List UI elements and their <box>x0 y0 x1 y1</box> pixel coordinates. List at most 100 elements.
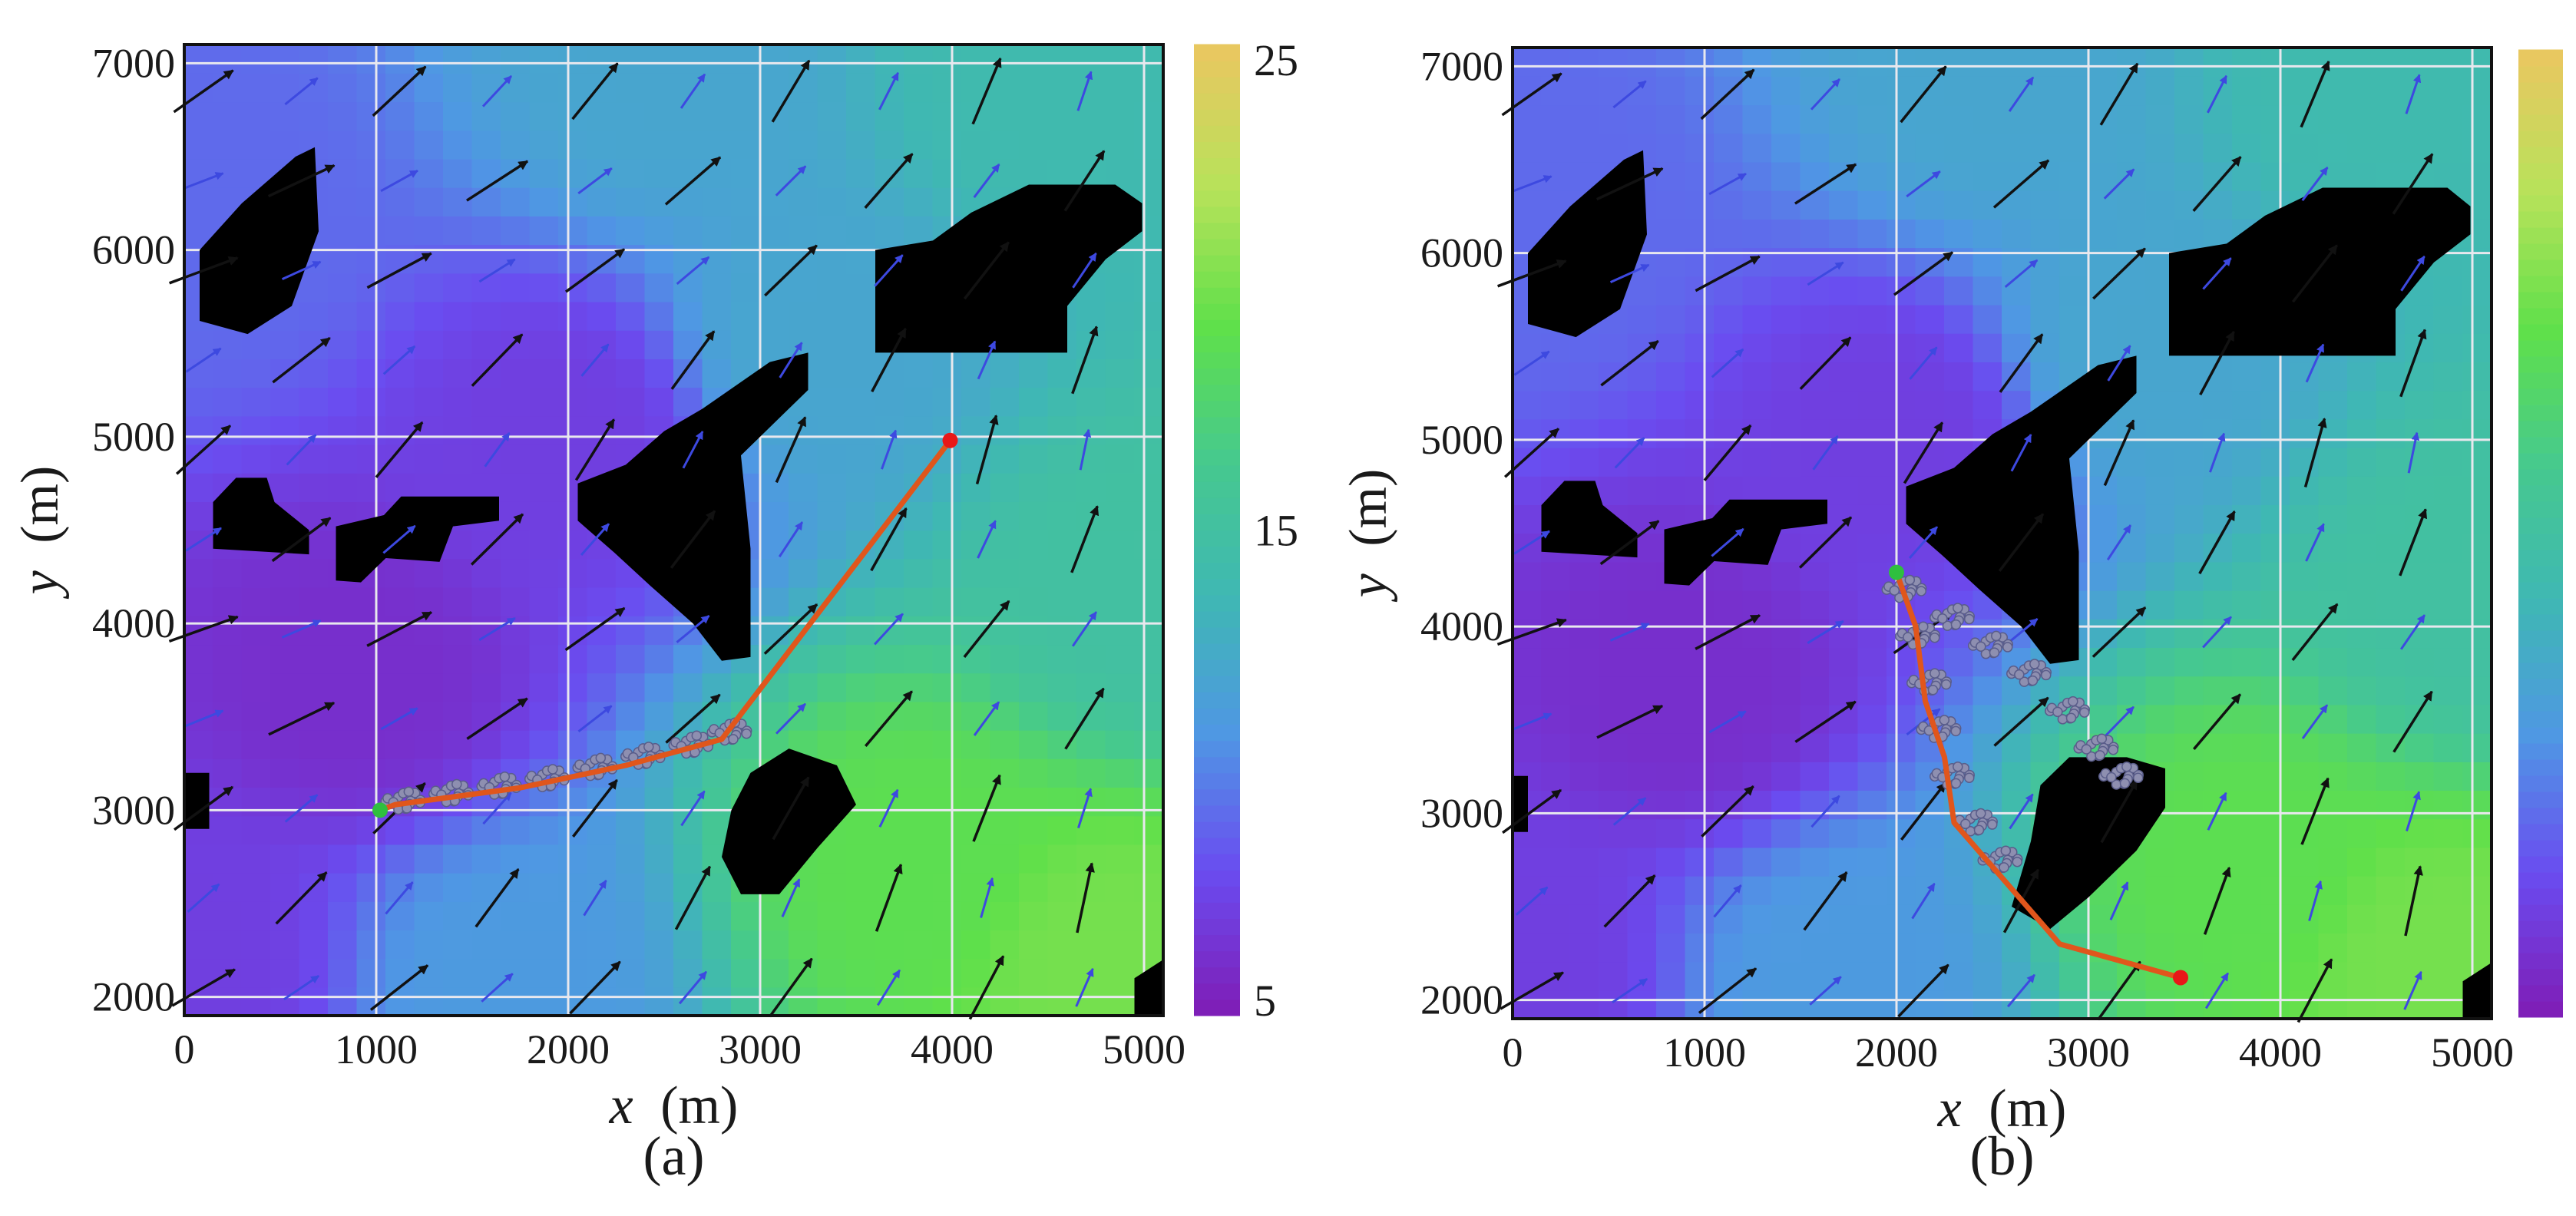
heatmap-cell <box>2433 961 2464 991</box>
heatmap-cell <box>1656 361 1686 392</box>
heatmap-cell <box>961 587 991 616</box>
x-axis-label: x (m) <box>609 1076 739 1135</box>
velocity-arrow-large <box>475 868 520 928</box>
heatmap-cell <box>2318 475 2349 505</box>
heatmap-cell <box>2347 618 2377 649</box>
heatmap-cell <box>2433 590 2464 620</box>
heatmap-cell <box>1857 732 1888 762</box>
x-tick-label: 0 <box>174 1026 195 1072</box>
heatmap-cell <box>529 958 560 988</box>
heatmap-cell <box>501 672 531 702</box>
heatmap-cell <box>299 358 329 388</box>
heatmap-cell <box>2318 847 2349 877</box>
heatmap-cell <box>2088 47 2118 77</box>
heatmap-cell <box>328 786 358 817</box>
heatmap-cell <box>1714 732 1744 762</box>
heatmap-cell <box>1656 904 1686 934</box>
velocity-arrow-small <box>380 170 418 193</box>
velocity-arrow-large <box>971 57 1002 125</box>
heatmap-cell <box>1019 672 1049 702</box>
heatmap-cell <box>789 101 818 131</box>
heatmap-cell <box>616 701 646 731</box>
velocity-arrow-large <box>1794 700 1857 743</box>
heatmap-cell <box>731 243 761 274</box>
heatmap-cell <box>529 472 560 502</box>
heatmap-cell <box>414 758 445 788</box>
heatmap-cell <box>1105 329 1136 359</box>
y-tick-label: 3000 <box>1420 790 1503 836</box>
heatmap-cell <box>875 101 905 131</box>
velocity-arrow-small <box>1908 526 1939 559</box>
velocity-arrow-small <box>781 878 801 917</box>
colorbar-segment <box>2518 259 2563 276</box>
heatmap-cell <box>356 215 387 246</box>
velocity-arrow-small <box>980 877 994 918</box>
heatmap-cell <box>241 101 272 131</box>
heatmap-cell <box>1915 75 1946 106</box>
heatmap-cell <box>2347 761 2377 791</box>
heatmap-cell <box>990 701 1020 731</box>
heatmap-cell <box>644 643 675 674</box>
heatmap-cell <box>1569 133 1600 163</box>
heatmap-cell <box>759 301 790 331</box>
y-tick-label: 5000 <box>92 414 175 460</box>
heatmap-cell <box>270 444 300 474</box>
heatmap-cell <box>1076 558 1106 588</box>
heatmap-cell <box>1800 104 1830 134</box>
heatmap-cell <box>501 215 531 246</box>
heatmap-cell <box>2174 875 2204 905</box>
heatmap-cell <box>1019 844 1049 874</box>
heatmap-cell <box>2318 361 2349 392</box>
heatmap-cell <box>616 929 646 960</box>
heatmap-cell <box>846 701 876 731</box>
heatmap-cell <box>616 243 646 274</box>
heatmap-cell <box>529 844 560 874</box>
colorbar-segment <box>1194 967 1240 984</box>
heatmap-cell <box>616 44 646 74</box>
heatmap-cell <box>1771 732 1801 762</box>
heatmap-cell <box>1134 415 1164 445</box>
heatmap-cell <box>2347 875 2377 905</box>
heatmap-cell <box>184 415 214 445</box>
heatmap-cell <box>471 558 502 588</box>
heatmap-cell <box>471 301 502 331</box>
heatmap-cell <box>1973 761 2003 791</box>
heatmap-cell <box>1134 643 1164 674</box>
heatmap-cell <box>2462 504 2492 534</box>
heatmap-cell <box>2405 590 2435 620</box>
particle <box>451 778 462 790</box>
heatmap-cell <box>2462 276 2492 306</box>
heatmap-cell <box>2318 533 2349 563</box>
heatmap-cell <box>1656 990 1686 1019</box>
velocity-arrow-large <box>1799 336 1852 390</box>
velocity-arrow-large <box>1497 259 1567 288</box>
heatmap-cell <box>1134 358 1164 388</box>
heatmap-cell <box>213 101 243 131</box>
heatmap-cell <box>616 986 646 1016</box>
heatmap-cell <box>2462 447 2492 477</box>
heatmap-cell <box>501 72 531 103</box>
heatmap-cell <box>241 44 272 74</box>
heatmap-cell <box>385 386 415 417</box>
colorbar-segment <box>1194 335 1240 353</box>
velocity-arrow-large <box>369 964 429 1011</box>
velocity-arrow-large <box>2099 62 2139 126</box>
velocity-arrow-small <box>1076 71 1093 111</box>
colorbar-segment <box>2518 275 2563 292</box>
heatmap-cell <box>2232 932 2262 963</box>
heatmap-cell <box>1742 218 1773 249</box>
velocity-arrow-small <box>481 973 514 1003</box>
heatmap-cell <box>2462 47 2492 77</box>
heatmap-cell <box>1047 786 1078 817</box>
velocity-arrow-large <box>564 248 626 293</box>
heatmap-cell <box>990 672 1020 702</box>
heatmap-cell <box>1047 872 1078 902</box>
heatmap-cell <box>2145 676 2176 705</box>
heatmap-cell <box>1656 161 1686 191</box>
heatmap-cell <box>2318 761 2349 791</box>
heatmap-cell <box>1541 761 1571 791</box>
heatmap-cell <box>1599 761 1629 791</box>
heatmap-cell <box>1569 789 1600 820</box>
velocity-arrow-large <box>272 336 331 384</box>
